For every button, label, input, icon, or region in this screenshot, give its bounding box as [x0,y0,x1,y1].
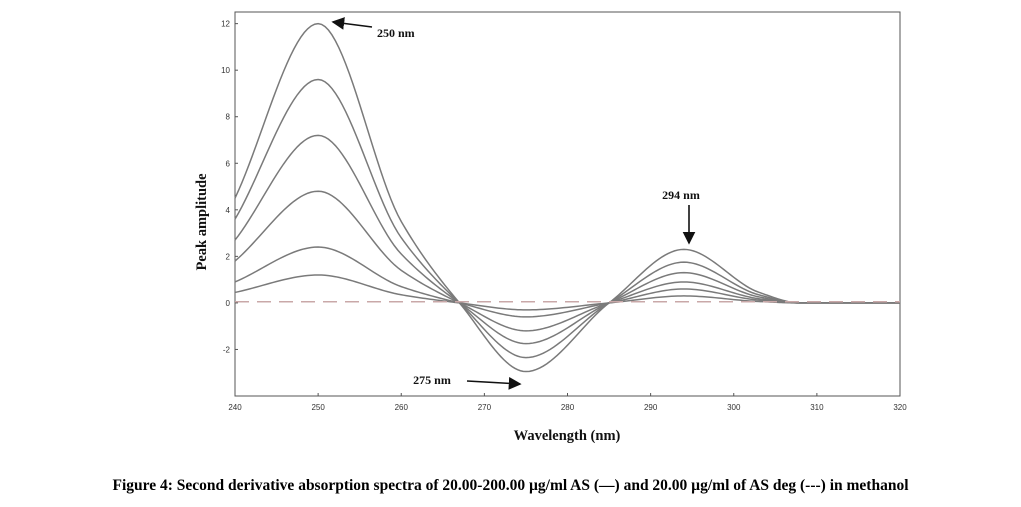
y-tick-label: -2 [223,345,231,354]
y-tick-label: 0 [226,299,231,308]
figure-caption: Figure 4: Second derivative absorption s… [112,477,909,494]
annotation-294nm-label: 294 nm [662,188,700,202]
annotation-250nm-arrow [331,17,373,30]
y-tick-label: 8 [226,113,231,122]
x-tick-label: 320 [893,403,907,412]
x-tick-label: 290 [644,403,658,412]
series-line-as-5 [234,78,900,359]
plot-frame [234,11,901,397]
y-tick-label: 2 [226,252,231,261]
x-tick-labels: 240 250 260 270 280 290 300 310 320 [228,403,907,412]
annotation-250nm-label: 250 nm [377,26,415,40]
y-tick-label: 10 [221,66,230,75]
x-tick-label: 280 [561,403,575,412]
y-axis-title: Peak amplitude [194,173,210,271]
tick-marks [234,23,901,396]
chart: 240 250 260 270 280 290 300 310 320 -2024681012 … [194,11,907,444]
series-line-as-6 [234,22,900,373]
x-tick-label: 310 [810,403,824,412]
x-axis-title: Wavelength (nm) [514,428,621,444]
y-tick-label: 12 [221,20,230,29]
x-tick-label: 240 [228,403,242,412]
x-tick-label: 250 [311,403,325,412]
y-tick-label: 6 [226,159,231,168]
annotations: 250 nm 275 nm 294 nm [331,17,700,390]
y-tick-label: 4 [226,206,231,215]
annotation-275nm-arrow [466,376,522,390]
x-tick-label: 270 [478,403,492,412]
annotation-275nm-label: 275 nm [413,373,451,387]
x-tick-label: 300 [727,403,741,412]
x-tick-label: 260 [395,403,409,412]
series-lines [234,22,900,373]
y-tick-labels: -2 0 2 4 6 8 10 12 [221,20,230,355]
